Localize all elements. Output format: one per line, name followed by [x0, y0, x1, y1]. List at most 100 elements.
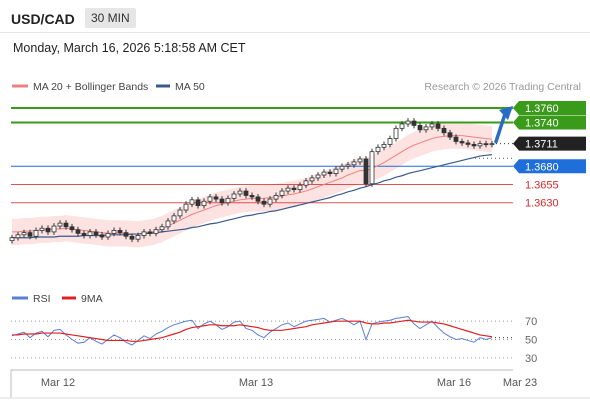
candle-body: [255, 196, 261, 202]
rsi-tick-label: 70: [525, 316, 537, 328]
candle-body: [9, 237, 15, 242]
candle-body: [261, 200, 267, 205]
candle-body: [45, 227, 51, 233]
candle-body: [399, 123, 405, 129]
level-label-last: 1.3711: [525, 139, 558, 151]
candle-body: [447, 132, 453, 138]
chart-header: USD/CAD 30 MIN: [0, 0, 590, 36]
level-label-resistance: 1.3760: [525, 103, 559, 115]
candle-body: [165, 220, 171, 228]
candle-body: [15, 234, 21, 239]
symbol-title: USD/CAD: [11, 11, 75, 27]
candle-body: [363, 158, 369, 185]
candle-body: [39, 227, 45, 231]
level-label-support: 1.3655: [525, 180, 559, 192]
rsi-panel: 70 50 30: [11, 316, 537, 365]
candle-body: [117, 230, 123, 234]
candle-body: [171, 215, 177, 222]
candle-body: [213, 196, 219, 200]
candle-body: [303, 180, 309, 186]
x-tick-label: Mar 13: [239, 377, 273, 389]
rsi-tick-label: 50: [525, 335, 537, 347]
candle-body: [375, 146, 381, 153]
candle-body: [321, 171, 327, 176]
header-divider: [0, 32, 590, 33]
candle-body: [483, 143, 489, 146]
candle-body: [393, 127, 399, 139]
copyright-text: Research © 2026 Trading Central: [424, 81, 581, 93]
x-tick-label: Mar 23: [503, 377, 537, 389]
candle-body: [111, 230, 117, 234]
legend-rsi-label: RSI: [33, 293, 51, 305]
time-axis: Mar 12 Mar 13 Mar 16 Mar 23: [0, 369, 590, 399]
candle-body: [417, 125, 423, 131]
candle-body: [267, 198, 273, 205]
candle-body: [279, 190, 285, 196]
candle-body: [147, 231, 153, 234]
candle-body: [75, 229, 81, 234]
candle-body: [51, 225, 57, 233]
candle-body: [99, 234, 105, 238]
candle-body: [237, 190, 243, 195]
candle-body: [87, 231, 93, 236]
candle-body: [69, 226, 75, 231]
candle-body: [297, 184, 303, 191]
rsi-tick-label: 30: [525, 353, 537, 365]
candle-body: [345, 164, 351, 167]
candle-body: [33, 230, 39, 237]
candle-body: [195, 199, 201, 207]
timeframe-badge[interactable]: 30 MIN: [85, 8, 136, 28]
candle-body: [21, 232, 27, 236]
candle-body: [201, 200, 207, 207]
candle-body: [273, 195, 279, 200]
candle-body: [63, 222, 69, 228]
level-label-pivot: 1.3680: [525, 161, 559, 173]
candle-body: [123, 232, 129, 237]
candle-body: [315, 174, 321, 179]
candle-body: [219, 198, 225, 204]
x-tick-label: Mar 12: [41, 377, 75, 389]
timestamp: Monday, March 16, 2026 5:18:58 AM CET: [13, 41, 246, 55]
level-tag-pivot: [513, 159, 586, 174]
candle-body: [27, 232, 33, 237]
candle-body: [477, 143, 483, 147]
candle-body: [405, 120, 411, 125]
candle-body: [159, 226, 165, 231]
x-tick-label: Mar 16: [437, 377, 471, 389]
level-labels: 1.3760 1.3740 1.3711 1.3680 1.3655 1.3630: [513, 100, 586, 210]
candle-body: [105, 232, 111, 238]
candle-body: [225, 197, 231, 204]
candle-body: [189, 199, 195, 205]
level-tag-last: [513, 136, 586, 151]
candle-body: [339, 165, 345, 170]
candle-body: [465, 142, 471, 145]
legend-9ma-label: 9MA: [81, 293, 103, 305]
candle-body: [381, 143, 387, 148]
forecast-arrow: [494, 112, 507, 144]
candle-body: [369, 151, 375, 185]
candle-body: [453, 136, 459, 142]
candle-body: [411, 120, 417, 126]
level-tag-resistance: [513, 100, 586, 115]
candle-body: [441, 127, 447, 134]
candle-body: [423, 126, 429, 131]
rsi-line: [11, 316, 493, 346]
candle-body: [93, 231, 99, 236]
level-label-support: 1.3630: [525, 198, 559, 210]
candle-body: [81, 232, 87, 236]
candle-body: [243, 190, 249, 196]
legend-bb-label: MA 20 + Bollinger Bands: [33, 81, 148, 93]
candles: [9, 105, 513, 244]
level-tag-resistance: [513, 115, 586, 130]
candle-body: [459, 141, 465, 144]
candle-body: [285, 187, 291, 192]
candle-body: [207, 196, 213, 202]
candle-body: [291, 187, 297, 191]
candle-body: [231, 193, 237, 199]
candle-body: [141, 231, 147, 236]
candle-body: [57, 222, 63, 227]
candle-body: [387, 138, 393, 145]
candle-body: [249, 195, 255, 198]
candle-body: [135, 235, 141, 240]
